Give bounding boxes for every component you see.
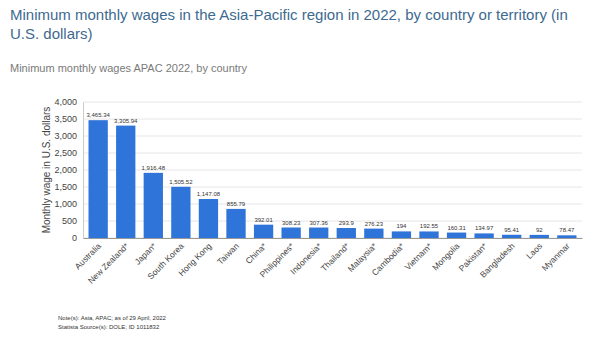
x-tick-label: Philippines* xyxy=(258,240,297,279)
bar xyxy=(364,229,383,238)
data-label: 392.01 xyxy=(254,217,273,223)
y-tick-label: 2,000 xyxy=(54,165,77,175)
data-label: 855.79 xyxy=(227,201,246,207)
bar xyxy=(337,228,356,238)
x-tick: Laos xyxy=(524,238,544,261)
y-tick: 1,000 xyxy=(54,199,83,209)
x-tick: Hong Kong xyxy=(176,238,213,278)
x-tick-label: New Zealand* xyxy=(86,240,131,285)
y-tick: 500 xyxy=(62,216,83,226)
data-label: 78.47 xyxy=(559,227,575,233)
data-label: 307.36 xyxy=(310,220,329,226)
y-tick-label: 500 xyxy=(62,216,77,226)
grid xyxy=(83,102,582,238)
x-tick: New Zealand* xyxy=(86,238,131,286)
y-tick: 3,500 xyxy=(54,114,83,124)
x-tick: Myanmar xyxy=(540,238,572,273)
bar xyxy=(281,228,300,238)
title-line: U.S. dollars) xyxy=(10,25,93,42)
bar xyxy=(557,235,576,238)
y-axis-title: Monthly wage in U.S. dollars xyxy=(41,107,52,234)
data-label: 160.31 xyxy=(447,225,466,231)
x-tick-label: Bangladesh xyxy=(478,241,517,280)
bar xyxy=(171,187,190,238)
grid-line xyxy=(83,102,582,103)
x-tick: Bangladesh xyxy=(478,238,517,280)
bar xyxy=(309,228,328,238)
y-tick-label: 2,500 xyxy=(54,148,77,158)
data-label: 134.97 xyxy=(475,225,494,231)
y-tick: 3,000 xyxy=(54,131,83,141)
plot: 0 500 1,000 1,500 2,000 2,500 3,000 3,500 4,000 A… xyxy=(54,97,582,285)
y-tick: 0 xyxy=(72,233,83,243)
x-tick-label: Cambodia* xyxy=(370,240,407,277)
data-label: 3,305.94 xyxy=(114,118,138,124)
bar xyxy=(116,126,135,238)
y-tick: 2,000 xyxy=(54,165,83,175)
x-tick-label: Myanmar xyxy=(540,241,572,273)
bar xyxy=(474,233,493,238)
data-label: 1,147.08 xyxy=(197,191,221,197)
data-label: 1,505.52 xyxy=(169,179,193,185)
bar xyxy=(199,199,218,238)
bar xyxy=(254,225,273,238)
y-tick-label: 3,000 xyxy=(54,131,77,141)
x-tick: Vietnam* xyxy=(403,238,435,272)
subtitle: Minimum monthly wages APAC 2022, by coun… xyxy=(10,62,248,74)
grid-line xyxy=(83,136,582,137)
bar xyxy=(530,235,549,238)
x-tick-label: Hong Kong xyxy=(176,241,213,278)
x-tick-label: Indonesia* xyxy=(288,240,324,276)
data-label: 308.23 xyxy=(282,220,301,226)
data-label: 95.41 xyxy=(504,227,520,233)
data-label: 194 xyxy=(396,223,407,229)
annotation: Note(s): Asia, APAC; as of 29 April, 202… xyxy=(58,315,167,321)
y-axis: 0 500 1,000 1,500 2,000 2,500 3,000 3,500 4,000 xyxy=(54,97,83,243)
data-label: 293.9 xyxy=(339,220,355,226)
data-label: 3,465.34 xyxy=(86,112,110,118)
bar xyxy=(392,231,411,238)
y-tick: 4,000 xyxy=(54,97,83,107)
annotation: Statista Source(s): DOLE; ID 1011832 xyxy=(58,324,160,330)
bar xyxy=(89,120,108,238)
x-tick-label: Japan* xyxy=(132,240,158,266)
chart: Minimum monthly wages in the Asia-Pacifi… xyxy=(0,0,600,337)
grid-line xyxy=(83,153,582,154)
bars xyxy=(89,120,577,238)
x-tick: Japan* xyxy=(132,238,158,267)
bar xyxy=(226,209,245,238)
x-axis: AustraliaNew Zealand*Japan*South KoreaHo… xyxy=(73,238,583,286)
data-label: 276.23 xyxy=(365,221,384,227)
data-label: 192.55 xyxy=(420,223,439,229)
bar xyxy=(419,231,438,238)
y-tick-label: 1,500 xyxy=(54,182,77,192)
x-tick: Cambodia* xyxy=(370,238,407,278)
y-tick-label: 4,000 xyxy=(54,97,77,107)
title: Minimum monthly wages in the Asia-Pacifi… xyxy=(10,6,568,42)
x-tick-label: Laos xyxy=(524,241,544,261)
data-label: 1,916.48 xyxy=(142,165,166,171)
data-label: 92 xyxy=(536,227,543,233)
x-axis-line xyxy=(84,238,583,239)
annotations: Note(s): Asia, APAC; as of 29 April, 202… xyxy=(58,315,167,330)
bar xyxy=(144,173,163,238)
x-tick: Indonesia* xyxy=(288,238,324,276)
y-tick: 1,500 xyxy=(54,182,83,192)
x-tick: Taiwan xyxy=(215,238,241,267)
data-labels: 3,465.34 3,305.94 1,916.48 1,505.52 1,147.08… xyxy=(86,112,575,233)
bar xyxy=(447,233,466,238)
x-tick-label: Taiwan xyxy=(215,241,241,267)
y-axis-line xyxy=(83,103,84,239)
bar xyxy=(502,235,521,238)
y-tick: 2,500 xyxy=(54,148,83,158)
x-tick-label: China* xyxy=(243,240,269,266)
y-tick-label: 3,500 xyxy=(54,114,77,124)
grid-line xyxy=(83,119,582,120)
title-line: Minimum monthly wages in the Asia-Pacifi… xyxy=(10,6,568,23)
y-tick-label: 0 xyxy=(72,233,77,243)
x-tick-label: Vietnam* xyxy=(403,240,435,272)
y-tick-label: 1,000 xyxy=(54,199,77,209)
x-tick: China* xyxy=(243,238,269,266)
